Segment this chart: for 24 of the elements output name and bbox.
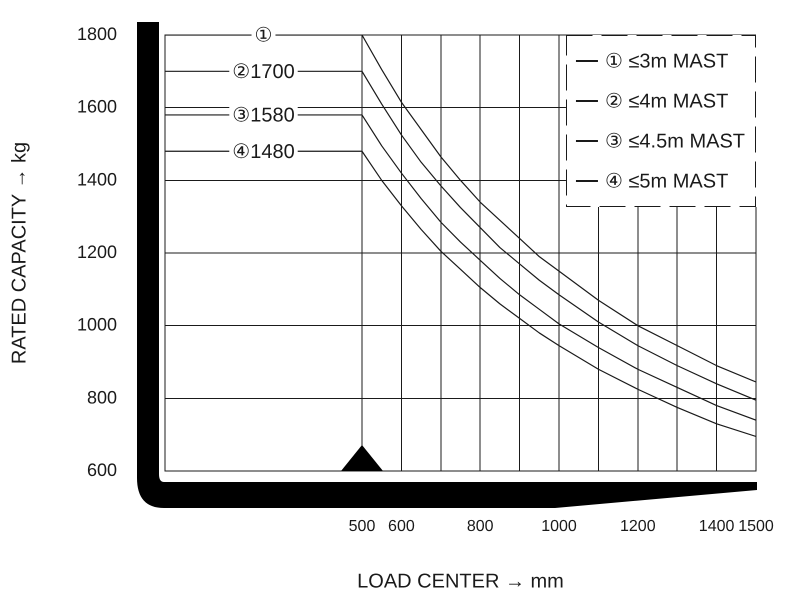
annotation: ②1700 <box>232 60 295 83</box>
legend-label: ① ≤3m MAST <box>604 50 728 73</box>
x-tick-label: 1000 <box>541 518 577 536</box>
y-axis-title: RATED CAPACITY → kg <box>8 142 31 364</box>
y-tick-label: 1400 <box>76 169 117 190</box>
y-tick-label: 1000 <box>76 314 117 335</box>
x-tick-label: 500 <box>348 518 376 536</box>
y-tick-label: 1200 <box>76 242 117 262</box>
annotation: ① <box>254 24 272 47</box>
y-tick-label: 600 <box>86 460 117 480</box>
y-tick-label: 1800 <box>76 24 117 44</box>
y-tick-label: 1600 <box>76 96 117 117</box>
x-tick-label: 1200 <box>620 518 656 536</box>
legend-label: ② ≤4m MAST <box>604 90 728 113</box>
x-tick-label: 1400 <box>698 518 734 536</box>
x-tick-label: 800 <box>466 518 494 536</box>
y-tick-label: 800 <box>86 387 117 408</box>
annotation: ④1480 <box>232 140 295 163</box>
x-tick-label: 1500 <box>738 518 774 536</box>
x-axis-title: LOAD CENTER → mm <box>357 570 564 593</box>
legend-label: ③ ≤4.5m MAST <box>604 130 746 153</box>
x-tick-label: 600 <box>388 518 415 536</box>
annotation: ③1580 <box>232 104 295 126</box>
legend-label: ④ ≤5m MAST <box>604 170 728 193</box>
